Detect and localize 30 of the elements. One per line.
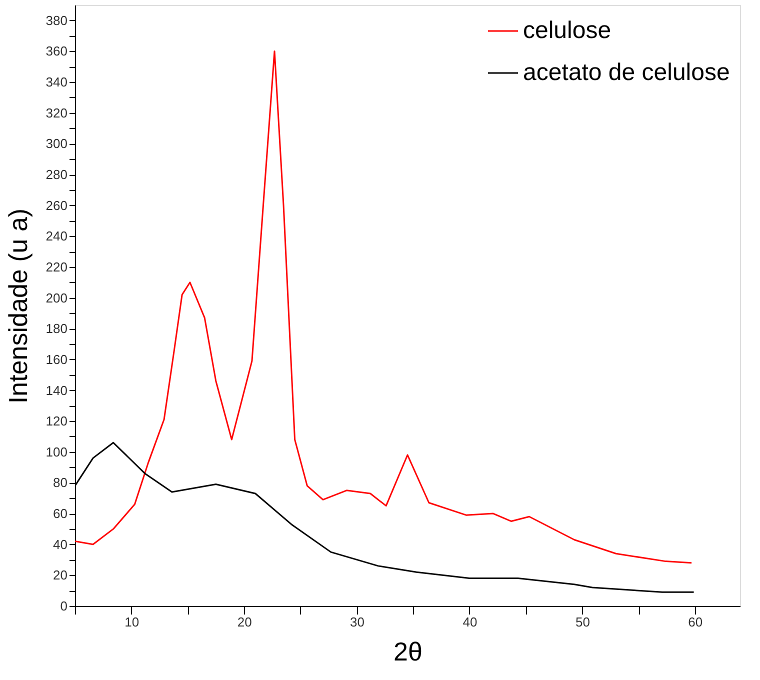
y-tick-label: 260: [46, 198, 68, 213]
x-tick-label: 30: [350, 614, 365, 630]
y-tick-label: 80: [53, 475, 68, 490]
y-tick-label: 100: [46, 444, 68, 460]
x-tick-label: 50: [575, 614, 590, 630]
y-tick-label: 160: [46, 352, 68, 367]
y-tick-label: 320: [46, 105, 68, 120]
x-tick-label: 10: [124, 614, 140, 630]
y-tick-label: 380: [46, 12, 68, 28]
y-tick-label: 0: [60, 598, 68, 614]
legend-label: acetato de celulose: [523, 59, 730, 86]
y-tick-label: 200: [46, 290, 68, 306]
x-tick-label: 60: [688, 614, 703, 630]
y-tick-label: 240: [46, 228, 68, 244]
y-tick-label: 360: [46, 44, 68, 59]
x-tick-label: 20: [237, 614, 252, 630]
x-axis-title: 2θ: [394, 636, 422, 666]
y-tick-label: 40: [53, 536, 68, 552]
y-tick-label: 280: [46, 167, 68, 182]
y-tick-label: 20: [53, 568, 68, 583]
y-tick-label: 140: [46, 382, 68, 398]
x-tick-label: 40: [462, 614, 478, 630]
legend-label: celulose: [523, 17, 612, 44]
y-axis-title: Intensidade (u a): [2, 208, 33, 404]
y-tick-label: 60: [53, 506, 68, 522]
y-tick-label: 120: [46, 414, 68, 429]
y-tick-label: 180: [46, 321, 68, 336]
y-tick-label: 300: [46, 136, 68, 152]
y-tick-label: 340: [46, 74, 68, 90]
y-tick-label: 220: [46, 259, 68, 274]
